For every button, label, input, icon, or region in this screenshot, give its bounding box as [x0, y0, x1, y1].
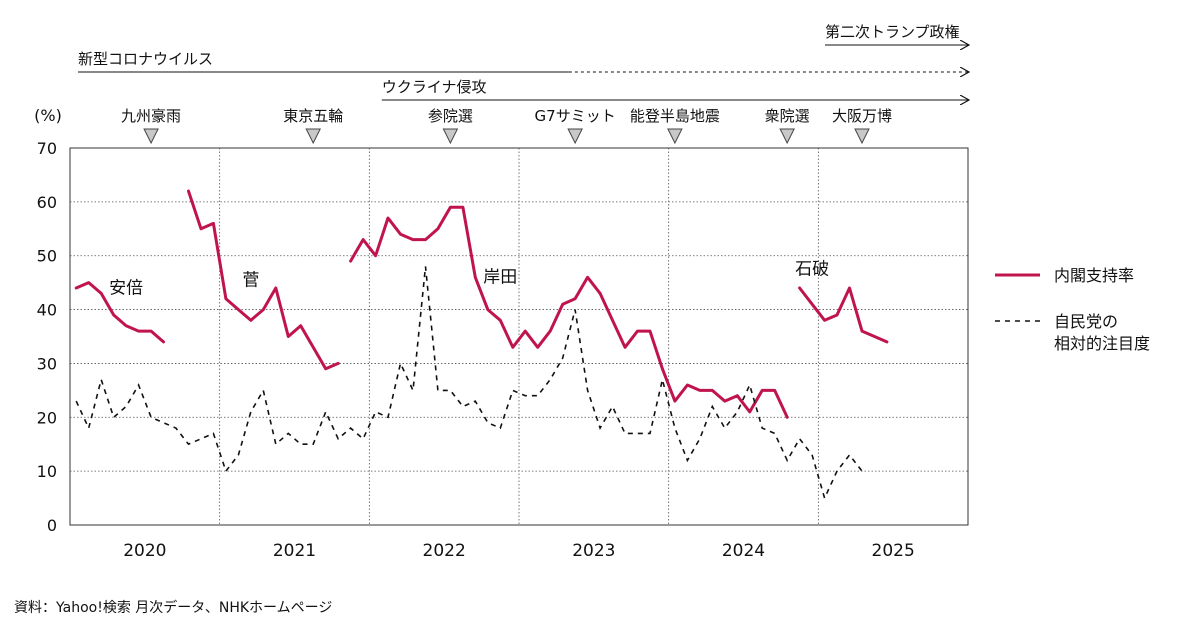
- event-marker-triangle: [779, 128, 795, 145]
- approval-line-segment: [349, 205, 789, 419]
- y-tick-label: 20: [37, 408, 57, 427]
- event-label: G7サミット: [535, 107, 616, 125]
- event-label: 参院選: [428, 107, 473, 125]
- x-tick-label: 2020: [123, 541, 166, 561]
- event-marker-triangle: [567, 128, 583, 145]
- event-label: 衆院選: [765, 107, 810, 125]
- y-tick-label: 0: [47, 516, 57, 535]
- cabinet-label: 安倍: [109, 278, 143, 298]
- axes: 0 10 20 30 40 50 60 70 2020 2021 2022 2023 2024 2025 (…: [34, 106, 969, 561]
- source-note: 資料：Yahoo!検索 月次データ、NHKホームページ: [14, 599, 332, 616]
- grid-lines: [70, 147, 968, 525]
- x-tick-label: 2025: [872, 541, 915, 561]
- event-label: 大阪万博: [832, 107, 892, 125]
- event-label: 九州豪雨: [121, 107, 181, 125]
- x-tick-label: 2023: [572, 541, 615, 561]
- y-tick-label: 30: [37, 354, 57, 373]
- event-marker-triangle: [143, 128, 159, 145]
- event-marker-triangle: [442, 128, 459, 145]
- event-marker-triangle: [854, 128, 870, 145]
- cabinet-label: 菅: [242, 270, 259, 290]
- x-tick-label: 2024: [722, 541, 765, 561]
- approval-line-segment: [74, 281, 165, 344]
- approval-line-segment: [798, 286, 889, 344]
- y-tick-label: 10: [37, 462, 57, 481]
- attention-line: [75, 266, 863, 501]
- event-annotations: 九州豪雨 東京五輪 参院選 G7サミット 能登半島地震 衆院選 大阪万博: [121, 107, 892, 145]
- y-tick-label: 40: [37, 301, 57, 320]
- plot-frame: [69, 147, 969, 526]
- legend-label-approval: 内閣支持率: [1054, 266, 1134, 285]
- y-tick-label: 50: [37, 247, 57, 266]
- event-marker-triangle: [667, 128, 683, 145]
- period-label: 第二次トランプ政権: [825, 23, 960, 41]
- x-tick-label: 2022: [423, 541, 466, 561]
- cabinet-label: 石破: [795, 260, 829, 280]
- x-tick-label: 2021: [273, 541, 316, 561]
- event-label: 能登半島地震: [630, 107, 720, 125]
- cabinet-label: 岸田: [483, 268, 517, 288]
- period-label: ウクライナ侵攻: [382, 78, 487, 96]
- period-label: 新型コロナウイルス: [78, 50, 213, 68]
- y-tick-label: 60: [37, 193, 57, 212]
- event-marker-triangle: [305, 128, 322, 145]
- y-unit-label: (%): [34, 106, 62, 125]
- event-label: 東京五輪: [283, 107, 343, 125]
- y-tick-label: 70: [37, 139, 57, 158]
- legend-label-attention: 自民党の相対的注目度: [1054, 312, 1150, 353]
- series-lines: 安倍 菅 岸田 石破: [74, 189, 889, 501]
- approval-line-segment: [187, 189, 340, 371]
